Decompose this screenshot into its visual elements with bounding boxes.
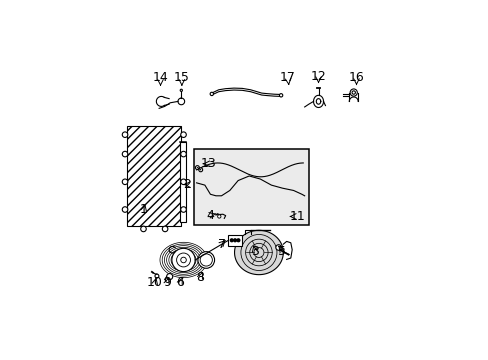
Text: 8: 8 xyxy=(196,271,204,284)
Circle shape xyxy=(210,92,213,96)
Circle shape xyxy=(198,252,214,268)
Circle shape xyxy=(217,215,221,218)
Text: 16: 16 xyxy=(348,71,364,84)
Circle shape xyxy=(172,248,195,271)
Circle shape xyxy=(141,226,146,232)
Circle shape xyxy=(181,207,186,212)
Bar xyxy=(193,149,308,225)
Text: 4: 4 xyxy=(206,208,214,221)
Circle shape xyxy=(166,274,172,280)
Circle shape xyxy=(122,151,127,157)
Text: 12: 12 xyxy=(310,70,325,83)
Text: 11: 11 xyxy=(289,210,305,223)
Text: 10: 10 xyxy=(147,276,163,289)
Circle shape xyxy=(230,239,233,242)
Circle shape xyxy=(275,245,281,250)
Text: 5: 5 xyxy=(278,244,286,258)
Circle shape xyxy=(155,274,159,278)
Bar xyxy=(180,141,185,222)
Circle shape xyxy=(351,91,355,94)
Bar xyxy=(228,235,241,246)
Text: 6: 6 xyxy=(176,276,183,289)
Text: 7: 7 xyxy=(217,238,225,251)
Text: 2: 2 xyxy=(183,178,191,191)
Text: 17: 17 xyxy=(280,71,295,84)
Circle shape xyxy=(181,257,186,263)
Circle shape xyxy=(198,168,202,172)
Circle shape xyxy=(162,226,167,232)
Circle shape xyxy=(181,151,186,157)
Text: 9: 9 xyxy=(163,276,170,289)
Polygon shape xyxy=(234,230,283,275)
Circle shape xyxy=(181,132,186,138)
Circle shape xyxy=(237,239,239,242)
Circle shape xyxy=(279,94,282,97)
Circle shape xyxy=(122,207,127,212)
Text: 1: 1 xyxy=(140,203,147,216)
Text: 15: 15 xyxy=(174,71,189,84)
Circle shape xyxy=(233,239,236,242)
Circle shape xyxy=(181,179,186,185)
Text: 14: 14 xyxy=(152,71,168,84)
Circle shape xyxy=(122,132,127,138)
Circle shape xyxy=(200,254,212,266)
Circle shape xyxy=(122,179,127,185)
Circle shape xyxy=(176,253,190,267)
Circle shape xyxy=(180,89,182,91)
Bar xyxy=(127,126,181,226)
Text: 13: 13 xyxy=(200,157,216,170)
Circle shape xyxy=(195,166,199,170)
Text: 3: 3 xyxy=(250,244,258,258)
Circle shape xyxy=(349,89,357,96)
